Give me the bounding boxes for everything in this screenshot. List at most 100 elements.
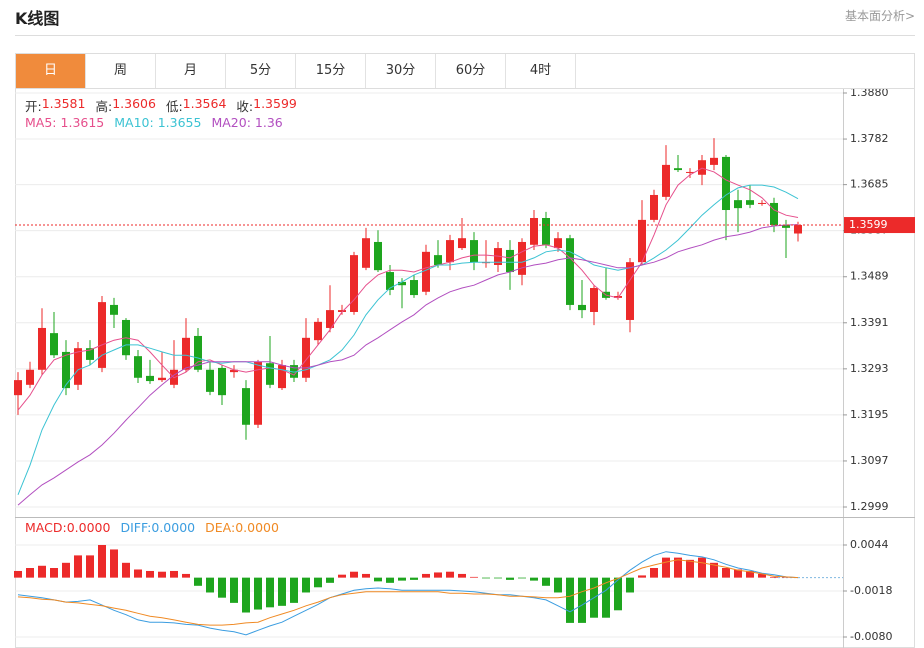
candle-body: [722, 156, 730, 211]
ma-value: 1.3615: [60, 115, 105, 130]
macd-bar: [170, 570, 178, 578]
candle-body: [542, 217, 550, 245]
macd-bar: [98, 545, 106, 578]
macd-bar: [446, 571, 454, 578]
ma-line: [17, 224, 799, 506]
macd-bar: [194, 577, 202, 586]
macd-bar: [566, 577, 574, 623]
candle-body: [254, 361, 262, 425]
candle-body: [134, 356, 142, 378]
macd-bar: [686, 559, 694, 578]
macd-bar: [746, 570, 754, 578]
macd-line: [17, 551, 799, 636]
period-tab[interactable]: 60分: [436, 54, 506, 88]
ohlc-legend: 开: 1.3581 高: 1.3606 低: 1.3564 收: 1.3599: [25, 96, 307, 115]
period-tab[interactable]: 日: [16, 54, 86, 88]
y-tick-label: 1.3880: [850, 86, 889, 99]
candle-body: [182, 337, 190, 370]
ma-name: MA10:: [114, 115, 154, 130]
candle-body: [26, 369, 34, 385]
fundamental-link[interactable]: 基本面分析>: [844, 9, 915, 23]
macd-bar: [674, 557, 682, 578]
y-tick-label: 1.3293: [850, 362, 889, 375]
ohlc-name: 收:: [236, 99, 254, 114]
last-price-box: [844, 217, 915, 234]
macd-bar: [122, 562, 130, 578]
candle-body: [386, 272, 394, 290]
macd-bar: [434, 572, 442, 578]
macd-bar: [86, 555, 94, 578]
macd-bar: [650, 568, 658, 578]
macd-bar: [290, 577, 298, 603]
macd-bar: [698, 557, 706, 578]
macd-bar: [350, 571, 358, 578]
candle-body: [314, 321, 322, 341]
macd-value: 0.0000: [235, 520, 279, 535]
macd-name: DIFF:: [120, 520, 152, 535]
ma-line: [17, 167, 799, 411]
macd-name: DEA:: [205, 520, 236, 535]
y-tick-label: 1.3782: [850, 132, 889, 145]
candle-body: [146, 375, 154, 382]
candle-body: [326, 310, 334, 328]
ma-legend: MA5: 1.3615 MA10: 1.3655 MA20: 1.36: [25, 115, 293, 130]
period-tab[interactable]: 4时: [506, 54, 576, 88]
macd-bar: [206, 577, 214, 593]
y-tick-label: 1.3097: [850, 454, 889, 467]
macd-bar: [362, 573, 370, 578]
candle-body: [62, 351, 70, 389]
macd-bar: [14, 570, 22, 578]
macd-bar: [242, 577, 250, 613]
candle-body: [242, 388, 250, 425]
ohlc-name: 低:: [165, 99, 183, 114]
candle-body: [86, 348, 94, 360]
macd-bar: [458, 573, 466, 578]
candle-body: [194, 335, 202, 370]
candle-body: [770, 202, 778, 226]
period-tab[interactable]: 15分: [296, 54, 366, 88]
macd-bar: [158, 571, 166, 578]
macd-bar: [662, 557, 670, 578]
period-tab[interactable]: 月: [156, 54, 226, 88]
period-tab[interactable]: 周: [86, 54, 156, 88]
period-tab[interactable]: 5分: [226, 54, 296, 88]
candle-body: [446, 240, 454, 263]
ma-value: 1.36: [254, 115, 283, 130]
y-tick-label: 1.3489: [850, 270, 889, 283]
macd-bar: [326, 577, 334, 583]
macd-bar: [230, 577, 238, 603]
candle-body: [734, 200, 742, 209]
candle-body: [638, 219, 646, 263]
candle-body: [278, 365, 286, 389]
macd-bar: [278, 577, 286, 606]
macd-bar: [374, 577, 382, 582]
candle-body: [506, 249, 514, 273]
macd-bar: [734, 569, 742, 578]
ohlc-value: 1.3581: [41, 96, 86, 111]
candle-body: [626, 262, 634, 320]
ma-name: MA20:: [211, 115, 251, 130]
y-tick-label: 1.3391: [850, 316, 889, 329]
macd-bar: [110, 549, 118, 578]
candle-body: [290, 365, 298, 378]
candle-body: [374, 241, 382, 271]
candle-body: [50, 333, 58, 356]
macd-bar: [554, 577, 562, 593]
macd-line: [17, 559, 799, 626]
y-tick-label: -0.0018: [850, 584, 892, 597]
candle-body: [710, 157, 718, 165]
macd-bar: [530, 577, 538, 581]
page-title: K线图: [15, 9, 60, 28]
macd-bar: [266, 577, 274, 608]
macd-bar: [314, 577, 322, 588]
macd-bar: [302, 577, 310, 593]
ma-line: [17, 184, 799, 495]
y-tick-label: 1.2999: [850, 500, 889, 513]
candle-body: [302, 337, 310, 378]
period-tab[interactable]: 30分: [366, 54, 436, 88]
candle-body: [410, 280, 418, 296]
candle-body: [662, 164, 670, 197]
candle-body: [794, 225, 802, 234]
macd-bar: [218, 577, 226, 598]
